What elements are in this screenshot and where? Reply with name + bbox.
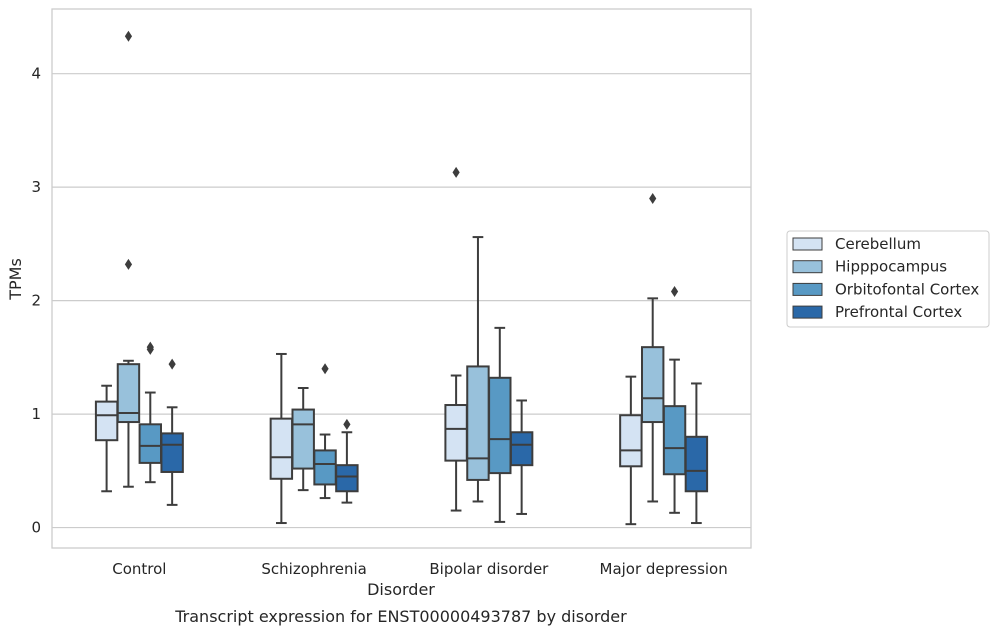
x-tick-labels: Control Schizophrenia Bipolar disorder Majo… [112,560,727,578]
box-cerebellum-3 [619,375,643,526]
outlier-point [321,363,329,375]
y-tick-label: 1 [31,405,41,423]
box-orbitofontal-cortex-3 [662,286,687,514]
legend-label: Hipppocampus [835,258,947,276]
grid-layer [52,73,751,529]
box-layer [94,30,709,526]
y-tick-label: 2 [31,292,41,310]
box-hipppocampus-3 [640,193,665,503]
legend-swatch [792,305,823,319]
y-tick-label: 3 [31,178,41,196]
box-body [160,432,184,473]
plot-frame [51,8,752,549]
outlier-point [343,418,351,430]
box-body [488,376,512,475]
legend-swatch [792,282,823,296]
box-body [509,431,534,467]
outlier-point [670,286,679,298]
outlier-point [146,341,154,353]
outlier-point [124,30,133,42]
legend-label: Cerebellum [835,235,921,253]
box-body [138,423,163,464]
legend: Cerebellum Hipppocampus Orbitofontal Corte… [786,230,990,328]
y-tick-label: 4 [31,65,41,83]
outlier-point [124,258,133,270]
box-body [94,400,119,442]
box-body [269,417,294,480]
x-tick-label: Bipolar disorder [429,560,549,578]
box-hipppocampus-2 [466,236,490,503]
box-prefrontal-cortex-3 [684,382,709,525]
box-body [291,408,315,470]
box-body [466,365,490,481]
box-body [619,414,643,468]
chart-caption: Transcript expression for ENST0000049378… [174,607,627,626]
box-body [444,404,468,462]
box-prefrontal-cortex-2 [509,399,534,515]
x-tick-label: Major depression [600,560,728,578]
box-cerebellum-1 [269,352,294,525]
box-hipppocampus-0 [116,30,141,488]
box-orbitofontal-cortex-2 [488,326,512,523]
x-axis-title: Disorder [367,580,435,599]
y-tick-label: 0 [31,519,41,537]
legend-swatch [792,237,823,251]
box-cerebellum-2 [444,166,468,512]
box-hipppocampus-1 [291,387,315,492]
legend-frame [786,230,990,328]
box-prefrontal-cortex-1 [335,418,359,504]
box-body [684,435,709,493]
box-body [313,449,337,486]
x-tick-label: Control [112,560,166,578]
y-axis-title: TPMs [6,258,25,301]
legend-label: Prefrontal Cortex [835,303,962,321]
legend-swatch [792,260,823,274]
box-body [640,346,665,424]
y-tick-labels: 0 1 2 3 4 [31,65,41,537]
box-body [662,405,687,476]
box-body [335,464,359,493]
outlier-point [649,193,657,205]
box-cerebellum-0 [94,384,119,493]
box-orbitofontal-cortex-0 [138,341,163,484]
x-tick-label: Schizophrenia [261,560,366,578]
box-orbitofontal-cortex-1 [313,363,337,500]
outlier-point [452,166,460,178]
legend-label: Orbitofontal Cortex [835,280,979,298]
outlier-point [168,358,176,370]
box-prefrontal-cortex-0 [160,358,184,506]
box-body [116,363,141,424]
